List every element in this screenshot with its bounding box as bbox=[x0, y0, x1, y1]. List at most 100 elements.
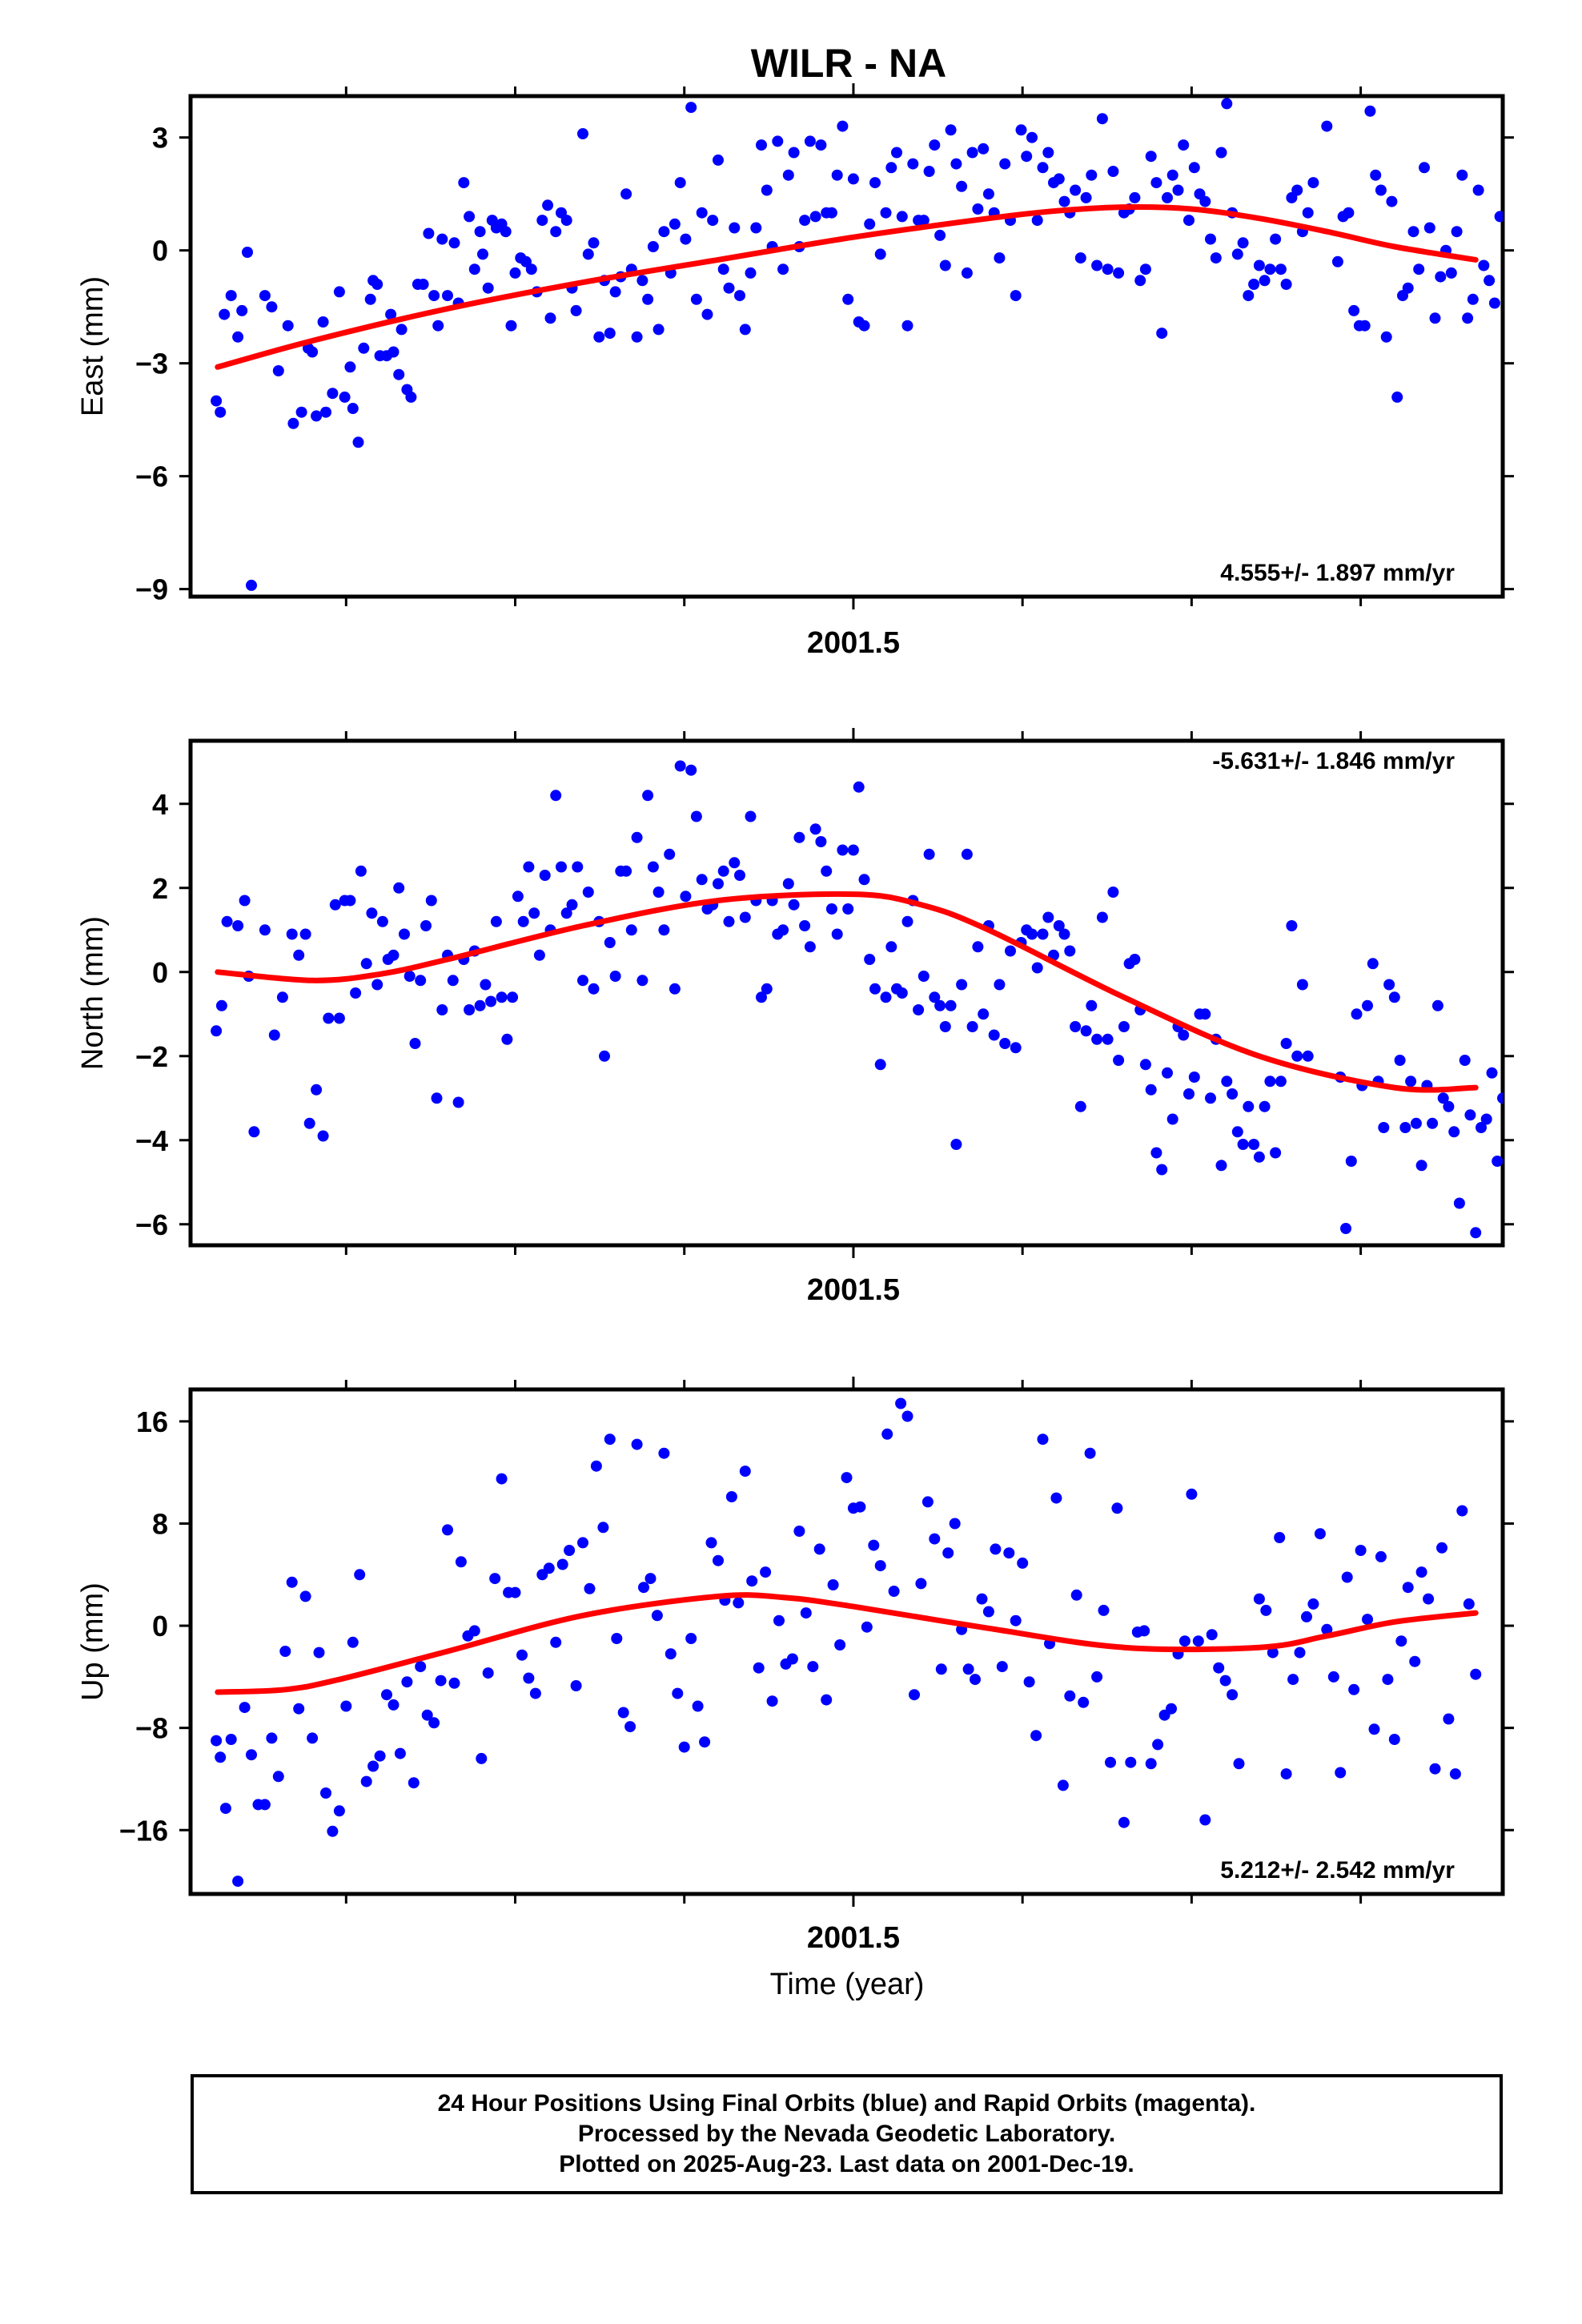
data-point bbox=[1021, 151, 1033, 163]
data-point bbox=[431, 1092, 443, 1104]
data-point bbox=[1470, 1668, 1482, 1680]
data-point bbox=[1415, 1160, 1427, 1172]
data-point bbox=[777, 263, 789, 275]
data-point bbox=[599, 1050, 610, 1062]
data-point bbox=[582, 248, 594, 260]
data-point bbox=[1264, 1076, 1276, 1088]
data-point bbox=[1388, 1734, 1400, 1745]
data-point bbox=[1096, 911, 1108, 923]
data-point bbox=[868, 1539, 880, 1551]
data-point bbox=[371, 979, 383, 991]
data-point bbox=[1178, 139, 1190, 151]
data-point bbox=[788, 147, 800, 159]
data-point bbox=[685, 1633, 697, 1644]
data-point bbox=[480, 979, 492, 991]
data-point bbox=[1129, 191, 1141, 203]
y-tick-label: −16 bbox=[119, 1814, 168, 1847]
data-point bbox=[1053, 173, 1065, 185]
data-point bbox=[923, 848, 935, 860]
data-point bbox=[556, 1558, 568, 1570]
data-point bbox=[1253, 1151, 1265, 1163]
data-point bbox=[1227, 1689, 1239, 1701]
data-point bbox=[282, 320, 294, 332]
data-point bbox=[458, 177, 470, 189]
data-point bbox=[1407, 226, 1419, 238]
data-point bbox=[485, 995, 497, 1007]
data-point bbox=[1331, 255, 1343, 267]
north-y-axis-label: North (mm) bbox=[76, 916, 110, 1070]
data-point bbox=[934, 999, 946, 1011]
data-point bbox=[1294, 1647, 1306, 1659]
data-point bbox=[854, 1501, 866, 1513]
data-point bbox=[799, 215, 811, 227]
data-point bbox=[782, 878, 794, 890]
data-point bbox=[831, 169, 843, 181]
data-point bbox=[966, 1021, 978, 1032]
data-point bbox=[1138, 1625, 1150, 1637]
data-point bbox=[950, 1139, 962, 1150]
data-point bbox=[834, 1639, 846, 1651]
data-point bbox=[672, 1687, 684, 1699]
data-point bbox=[344, 895, 356, 907]
data-point bbox=[350, 987, 362, 999]
y-tick-label: 0 bbox=[152, 956, 168, 989]
data-point bbox=[404, 971, 416, 982]
data-point bbox=[815, 836, 827, 847]
data-point bbox=[1409, 1655, 1421, 1667]
data-point bbox=[1183, 215, 1195, 227]
data-point bbox=[1215, 147, 1227, 159]
y-tick-label: −3 bbox=[135, 348, 168, 380]
data-point bbox=[1497, 1092, 1503, 1104]
data-point bbox=[1274, 1532, 1286, 1543]
data-point bbox=[1070, 1589, 1082, 1601]
y-tick-label: −6 bbox=[135, 1208, 168, 1241]
data-point bbox=[1178, 1635, 1191, 1647]
data-point bbox=[915, 1578, 927, 1590]
data-point bbox=[1405, 1076, 1417, 1088]
data-point bbox=[539, 870, 551, 881]
data-point bbox=[1192, 1635, 1204, 1647]
data-point bbox=[1394, 1055, 1406, 1066]
data-point bbox=[809, 211, 821, 223]
data-point bbox=[1345, 1156, 1357, 1167]
north-fit-line bbox=[215, 891, 1479, 1093]
y-tick-label: 4 bbox=[152, 788, 168, 821]
data-point bbox=[242, 247, 253, 258]
data-point bbox=[982, 1606, 994, 1618]
data-point bbox=[474, 999, 486, 1011]
y-tick-label: 8 bbox=[152, 1507, 168, 1540]
data-point bbox=[1451, 226, 1463, 238]
data-point bbox=[1370, 169, 1382, 181]
data-point bbox=[837, 844, 849, 856]
data-point bbox=[786, 1653, 798, 1665]
data-point bbox=[1243, 290, 1255, 302]
data-point bbox=[966, 147, 978, 159]
data-point bbox=[347, 1636, 359, 1648]
data-point bbox=[1053, 920, 1065, 931]
data-point bbox=[232, 331, 244, 343]
data-point bbox=[864, 218, 876, 230]
data-point bbox=[435, 1675, 447, 1687]
data-point bbox=[1125, 1756, 1137, 1768]
data-point bbox=[611, 1633, 623, 1644]
data-point bbox=[842, 293, 854, 305]
data-point bbox=[664, 848, 676, 860]
data-point bbox=[1098, 1604, 1110, 1616]
data-point bbox=[259, 1799, 271, 1811]
data-point bbox=[651, 1610, 663, 1622]
data-point bbox=[399, 928, 410, 940]
data-point bbox=[874, 1560, 886, 1572]
data-point bbox=[468, 263, 480, 275]
data-point bbox=[1205, 233, 1216, 245]
data-point bbox=[813, 1543, 825, 1555]
data-point bbox=[917, 971, 930, 982]
data-point bbox=[713, 154, 724, 166]
data-point bbox=[584, 1582, 596, 1594]
data-point bbox=[750, 222, 762, 234]
data-point bbox=[286, 928, 298, 940]
data-point bbox=[550, 790, 562, 802]
data-point bbox=[307, 346, 319, 358]
data-point bbox=[1275, 263, 1287, 275]
data-point bbox=[723, 282, 735, 294]
data-point bbox=[225, 290, 237, 302]
